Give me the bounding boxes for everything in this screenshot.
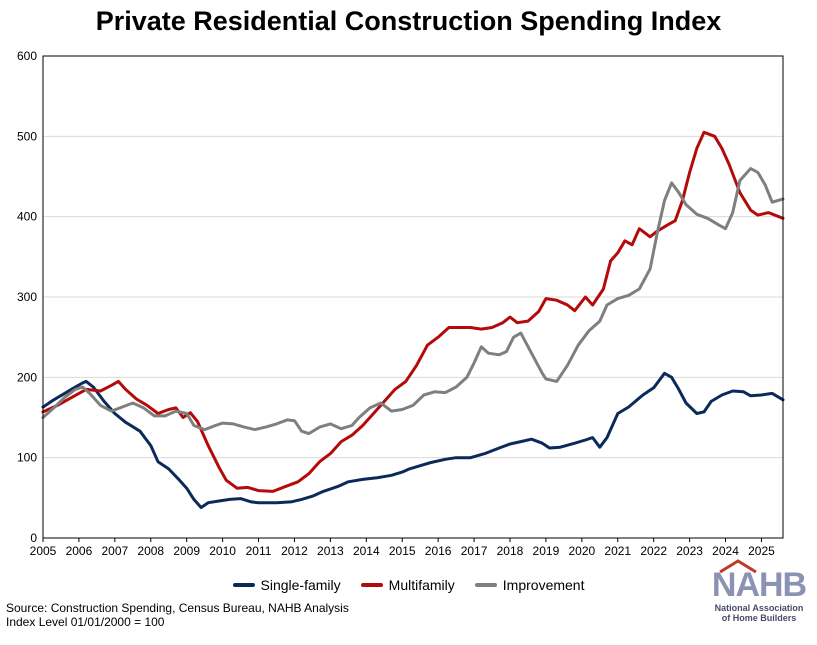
x-tick-label: 2016	[425, 544, 452, 558]
legend: Single-family Multifamily Improvement	[0, 577, 817, 593]
gridlines	[43, 135, 783, 459]
x-tick-label: 2024	[712, 544, 739, 558]
y-tick-label: 200	[17, 370, 37, 384]
x-tick-label: 2011	[246, 544, 272, 558]
x-tick-label: 2005	[30, 544, 57, 558]
series-line-improvement	[41, 167, 785, 436]
legend-swatch-multifamily	[360, 583, 383, 587]
chart-title: Private Residential Construction Spendin…	[95, 6, 722, 36]
x-tick-label: 2019	[533, 544, 560, 558]
x-tick-label: 2006	[66, 544, 93, 558]
plot-area-border	[42, 55, 784, 539]
x-tick-label: 2009	[173, 544, 200, 558]
logo-subtitle-2: of Home Builders	[721, 613, 797, 623]
x-tick-label: 2010	[209, 544, 236, 558]
y-tick-label: 400	[17, 210, 37, 224]
y-tick-label: 600	[17, 49, 37, 63]
logo-wordmark: NAHB	[706, 559, 812, 604]
y-tick-label: 0	[30, 531, 37, 545]
line-chart: 0 100 200 300 400 500 600 2005 2006 2007 2008 2009…	[17, 49, 785, 558]
series-line-single-family	[41, 371, 785, 509]
logo-roof-icon	[719, 559, 757, 573]
x-tick-label: 2007	[101, 544, 128, 558]
logo-text: NAHB	[711, 566, 807, 604]
legend-item-single-family: Single-family	[232, 577, 341, 593]
x-tick-label: 2013	[317, 544, 344, 558]
x-tick-label: 2020	[568, 544, 595, 558]
x-tick-label: 2012	[281, 544, 308, 558]
x-tick-label: 2021	[604, 544, 631, 558]
legend-label-single-family: Single-family	[260, 577, 341, 593]
nahb-logo: NAHB National Association of Home Builde…	[706, 559, 812, 623]
legend-swatch-improvement	[474, 583, 497, 587]
x-tick-label: 2023	[676, 544, 703, 558]
legend-item-improvement: Improvement	[474, 577, 585, 593]
y-tick-label: 300	[17, 290, 37, 304]
logo-subtitle-1: National Association	[714, 603, 804, 613]
y-tick-label: 500	[17, 129, 37, 143]
source-line: Source: Construction Spending, Census Bu…	[6, 601, 349, 615]
legend-label-multifamily: Multifamily	[388, 577, 455, 593]
index-note: Index Level 01/01/2000 = 100	[6, 615, 165, 629]
x-tick-label: 2017	[461, 544, 488, 558]
x-tick-label: 2022	[640, 544, 667, 558]
series-line-multifamily	[41, 130, 785, 493]
x-tick-label: 2014	[353, 544, 380, 558]
x-tick-label: 2008	[137, 544, 164, 558]
source-note: Source: Construction Spending, Census Bu…	[6, 601, 349, 629]
legend-label-improvement: Improvement	[502, 577, 585, 593]
legend-swatch-single-family	[232, 583, 255, 587]
y-axis-ticks: 0 100 200 300 400 500 600	[17, 49, 37, 545]
legend-item-multifamily: Multifamily	[360, 577, 455, 593]
series-lines	[41, 130, 785, 509]
x-axis-ticks: 2005 2006 2007 2008 2009 2010 2011 2012 2013 2014…	[30, 538, 775, 558]
x-tick-label: 2025	[748, 544, 775, 558]
y-tick-label: 100	[17, 451, 37, 465]
x-tick-label: 2015	[389, 544, 416, 558]
x-tick-label: 2018	[497, 544, 524, 558]
